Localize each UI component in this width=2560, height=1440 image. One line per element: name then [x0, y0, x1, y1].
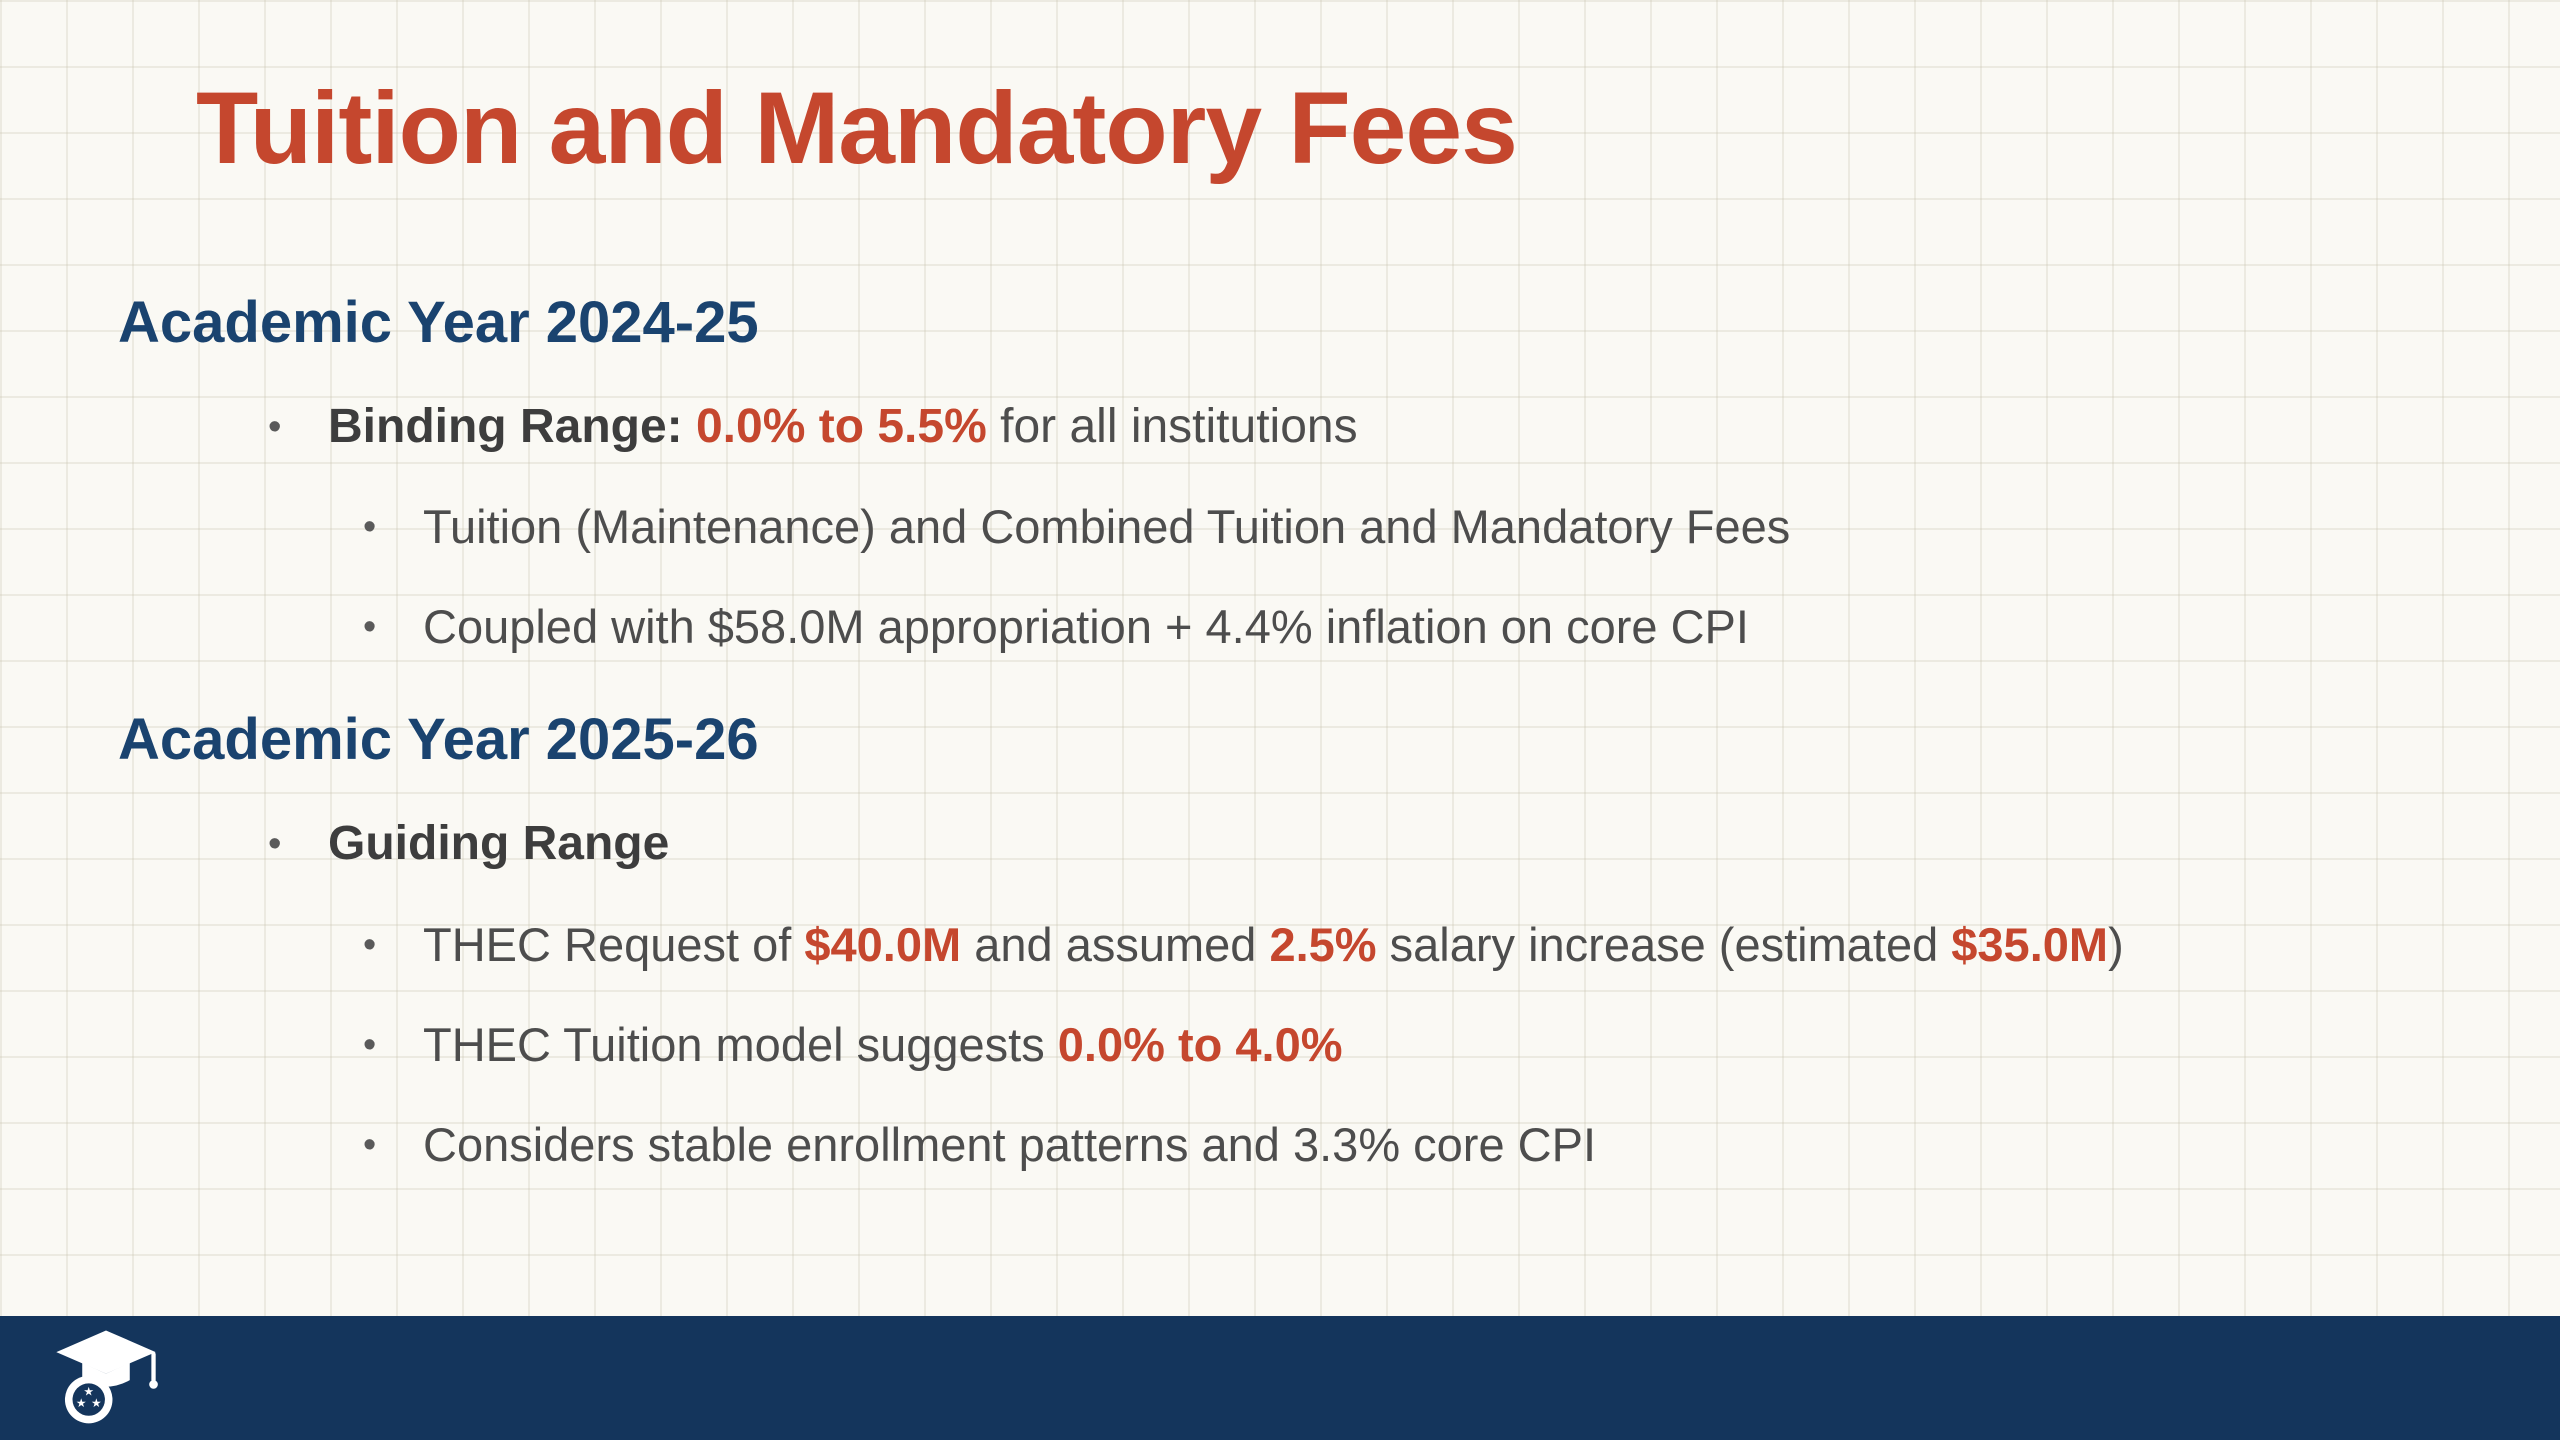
graduation-cap-tristar-logo: ★ ★ ★: [56, 1330, 158, 1424]
bullet-marker: •: [363, 922, 377, 965]
bullet-marker: •: [363, 1122, 377, 1165]
text-segment: Tuition (Maintenance) and Combined Tuiti…: [423, 500, 1791, 554]
text-segment: Considers stable enrollment patterns and…: [423, 1117, 1597, 1171]
bullet-text: Considers stable enrollment patterns and…: [423, 1111, 2448, 1179]
bullet-marker: •: [363, 605, 377, 648]
text-segment: for all institutions: [986, 399, 1358, 453]
bullet-text: Tuition (Maintenance) and Combined Tuiti…: [423, 493, 2448, 561]
bullet-marker: •: [363, 505, 377, 548]
text-segment: Coupled with $58.0M appropriation + 4.4%…: [423, 600, 1749, 654]
bullet-item: • Considers stable enrollment patterns an…: [363, 1111, 2448, 1179]
text-segment: $35.0M: [1951, 917, 2109, 971]
text-segment: and assumed: [961, 917, 1270, 971]
text-segment: 2.5%: [1269, 917, 1377, 971]
section-heading: Academic Year 2025-26: [118, 707, 759, 773]
slide-title: Tuition and Mandatory Fees: [196, 71, 1518, 185]
bullet-item: • Binding Range: 0.0% to 5.5% for all ins…: [268, 392, 2448, 462]
slide-content: Academic Year 2024-25 • Binding Range: 0.0…: [118, 288, 2448, 1211]
bullet-item: • THEC Tuition model suggests 0.0% to 4.0…: [363, 1011, 2448, 1079]
svg-text:★: ★: [76, 1396, 87, 1410]
bullet-text: Binding Range: 0.0% to 5.5% for all inst…: [328, 392, 2448, 462]
text-segment: 0.0% to 4.0%: [1057, 1017, 1343, 1071]
bullet-text: THEC Tuition model suggests 0.0% to 4.0%: [423, 1011, 2448, 1079]
text-segment: $40.0M: [804, 917, 962, 971]
bullet-item: • Coupled with $58.0M appropriation + 4.4…: [363, 593, 2448, 661]
text-segment: THEC Tuition model suggests: [423, 1017, 1058, 1071]
text-segment: THEC Request of: [423, 917, 805, 971]
footer-bar: ★ ★ ★: [0, 1316, 2560, 1440]
text-segment: ): [2108, 917, 2124, 971]
section-heading: Academic Year 2024-25: [118, 290, 759, 355]
text-segment: Binding Range:: [328, 399, 696, 453]
bullet-item: • Guiding Range: [268, 809, 2448, 879]
svg-text:★: ★: [83, 1384, 94, 1398]
bullet-text: THEC Request of $40.0M and assumed 2.5% …: [423, 911, 2448, 979]
bullet-marker: •: [268, 822, 282, 866]
text-segment: Guiding Range: [328, 817, 670, 871]
text-segment: salary increase (estimated: [1376, 917, 1952, 971]
bullet-item: • Tuition (Maintenance) and Combined Tuit…: [363, 493, 2448, 561]
bullet-marker: •: [268, 404, 282, 448]
bullet-item: • THEC Request of $40.0M and assumed 2.5%…: [363, 911, 2448, 979]
bullet-marker: •: [363, 1022, 377, 1065]
bullet-text: Coupled with $58.0M appropriation + 4.4%…: [423, 593, 2448, 661]
text-segment: 0.0% to 5.5%: [695, 399, 987, 453]
bullet-text: Guiding Range: [328, 809, 2448, 879]
svg-text:★: ★: [91, 1396, 102, 1410]
